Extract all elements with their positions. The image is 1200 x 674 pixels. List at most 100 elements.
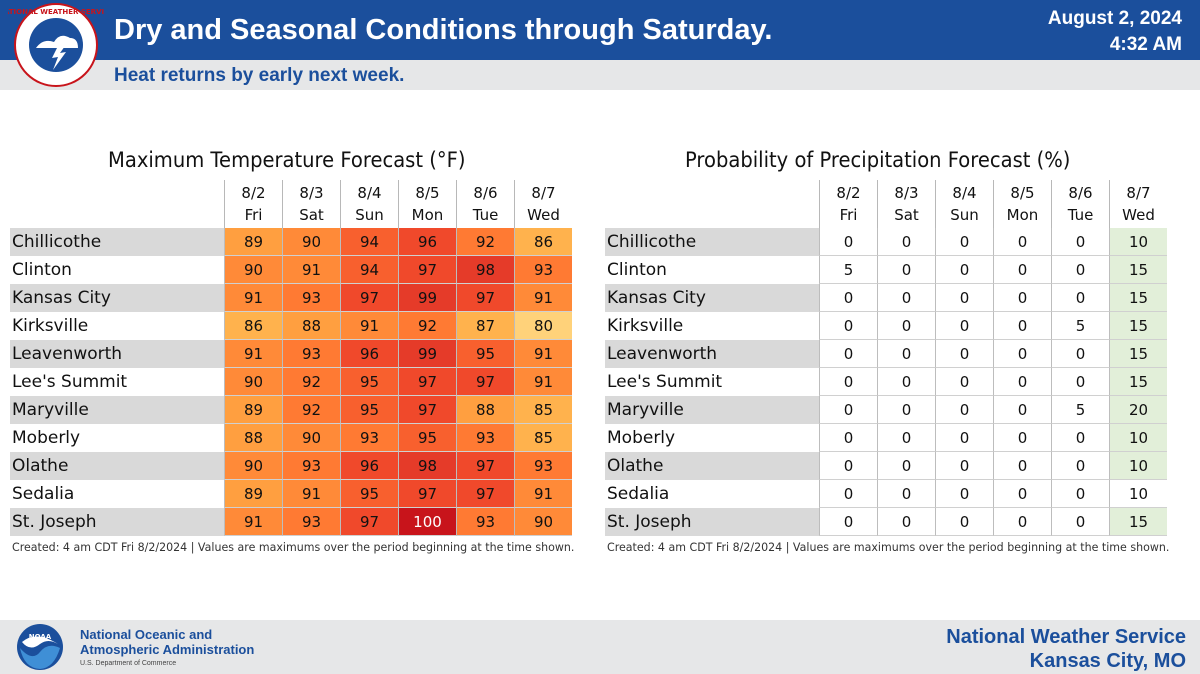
day-header: 8/2 Fri <box>224 180 282 228</box>
table-row: Maryville 0 0 0 0 5 20 <box>605 396 1190 424</box>
day-header-date: 8/3 <box>894 184 919 202</box>
pop-value-cell: 0 <box>993 284 1051 312</box>
pop-value-cell: 0 <box>993 424 1051 452</box>
city-name: Sedalia <box>607 484 670 504</box>
day-header: 8/7 Wed <box>1109 180 1167 228</box>
temp-value-cell: 97 <box>398 256 456 284</box>
pop-value-cell: 0 <box>935 508 993 536</box>
table-row: Sedalia 0 0 0 0 0 10 <box>605 480 1190 508</box>
pop-value-cell: 0 <box>877 424 935 452</box>
temp-value-cell: 90 <box>514 508 572 536</box>
temp-value-cell: 89 <box>224 396 282 424</box>
subheader-bar <box>0 60 1200 90</box>
noaa-logo-icon: NOAA <box>17 624 63 670</box>
temp-value-cell: 93 <box>340 424 398 452</box>
pop-value-cell: 0 <box>1051 368 1109 396</box>
pop-value-cell: 0 <box>935 340 993 368</box>
nws-logo-icon: NATIONAL WEATHER SERVICE <box>8 3 104 87</box>
pop-value-cell: 0 <box>935 396 993 424</box>
temp-value-cell: 95 <box>398 424 456 452</box>
pop-value-cell: 0 <box>819 396 877 424</box>
day-header-name: Sun <box>950 206 979 224</box>
temp-value-cell: 93 <box>456 508 514 536</box>
max-temp-footnote: Created: 4 am CDT Fri 8/2/2024 | Values … <box>12 540 575 554</box>
temp-value-cell: 94 <box>340 228 398 256</box>
table-row: Moberly 0 0 0 0 0 10 <box>605 424 1190 452</box>
page-title: Dry and Seasonal Conditions through Satu… <box>114 14 773 46</box>
temp-value-cell: 88 <box>282 312 340 340</box>
temp-value-cell: 97 <box>456 284 514 312</box>
pop-value-cell: 15 <box>1109 368 1167 396</box>
temp-value-cell: 98 <box>398 452 456 480</box>
day-header: 8/4 Sun <box>340 180 398 228</box>
pop-value-cell: 0 <box>935 424 993 452</box>
temp-value-cell: 91 <box>282 256 340 284</box>
day-header-name: Sat <box>299 206 324 224</box>
temp-value-cell: 97 <box>398 396 456 424</box>
temp-value-cell: 95 <box>456 340 514 368</box>
city-name: Kirksville <box>12 316 89 336</box>
day-header-name: Wed <box>1122 206 1155 224</box>
day-header-name: Tue <box>1067 206 1094 224</box>
footer-bar <box>0 620 1200 674</box>
day-header-date: 8/5 <box>1010 184 1035 202</box>
pop-title: Probability of Precipitation Forecast (%… <box>685 148 1071 172</box>
temp-value-cell: 96 <box>340 452 398 480</box>
day-header-date: 8/2 <box>836 184 861 202</box>
day-header-name: Wed <box>527 206 560 224</box>
pop-value-cell: 0 <box>1051 424 1109 452</box>
day-header-date: 8/4 <box>952 184 977 202</box>
day-header-name: Mon <box>1006 206 1039 224</box>
pop-value-cell: 0 <box>1051 228 1109 256</box>
temp-value-cell: 80 <box>514 312 572 340</box>
pop-value-cell: 0 <box>877 368 935 396</box>
pop-value-cell: 0 <box>993 312 1051 340</box>
pop-value-cell: 15 <box>1109 284 1167 312</box>
pop-value-cell: 0 <box>993 508 1051 536</box>
pop-value-cell: 0 <box>877 284 935 312</box>
temp-value-cell: 92 <box>282 368 340 396</box>
pop-value-cell: 0 <box>1051 256 1109 284</box>
table-row: Olathe 0 0 0 0 0 10 <box>605 452 1190 480</box>
day-header-date: 8/5 <box>415 184 440 202</box>
table-row: St. Joseph 0 0 0 0 0 15 <box>605 508 1190 536</box>
temp-value-cell: 89 <box>224 480 282 508</box>
pop-value-cell: 0 <box>819 480 877 508</box>
day-header: 8/3 Sat <box>282 180 340 228</box>
pop-value-cell: 0 <box>819 228 877 256</box>
pop-value-cell: 0 <box>877 452 935 480</box>
issue-time: 4:32 AM <box>1109 34 1182 55</box>
day-header-date: 8/7 <box>531 184 556 202</box>
temp-value-cell: 91 <box>224 340 282 368</box>
city-name: Kansas City <box>605 284 819 312</box>
pop-value-cell: 15 <box>1109 256 1167 284</box>
temp-value-cell: 97 <box>398 368 456 396</box>
table-row: Clinton 90 91 94 97 98 93 <box>10 256 595 284</box>
temp-value-cell: 91 <box>282 480 340 508</box>
temp-value-cell: 99 <box>398 284 456 312</box>
agency-name-line2: Atmospheric Administration <box>80 642 255 657</box>
agency-name-line1: National Oceanic and <box>80 627 213 642</box>
day-header: 8/6 Tue <box>456 180 514 228</box>
day-header-name: Sun <box>355 206 384 224</box>
city-name: Chillicothe <box>605 228 819 256</box>
nws-logo-text: NATIONAL WEATHER SERVICE <box>8 8 104 16</box>
temp-value-cell: 91 <box>514 368 572 396</box>
pop-value-cell: 0 <box>935 284 993 312</box>
issue-datetime: August 2, 2024 4:32 AM <box>1048 6 1182 58</box>
temp-value-cell: 97 <box>340 508 398 536</box>
pop-value-cell: 0 <box>819 284 877 312</box>
temp-value-cell: 97 <box>456 480 514 508</box>
day-header-date: 8/2 <box>241 184 266 202</box>
day-header-date: 8/6 <box>1068 184 1093 202</box>
pop-value-cell: 0 <box>1051 508 1109 536</box>
city-name: Clinton <box>607 260 667 280</box>
temp-value-cell: 97 <box>456 452 514 480</box>
pop-value-cell: 0 <box>993 368 1051 396</box>
city-name: Chillicothe <box>10 228 224 256</box>
pop-value-cell: 0 <box>935 256 993 284</box>
temp-value-cell: 99 <box>398 340 456 368</box>
pop-value-cell: 0 <box>935 228 993 256</box>
temp-value-cell: 90 <box>224 368 282 396</box>
pop-value-cell: 0 <box>819 508 877 536</box>
